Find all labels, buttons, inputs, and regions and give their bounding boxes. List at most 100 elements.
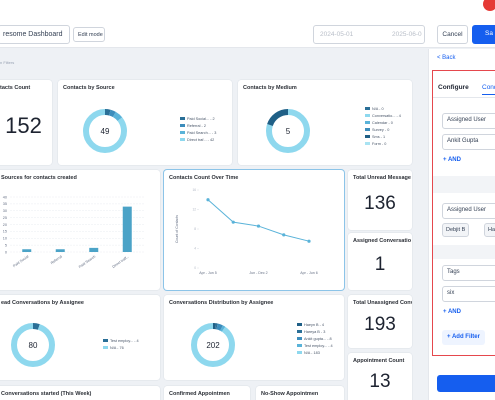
card: Assigned Conversatio 1 [348, 233, 412, 290]
legend-label: Direct traf... - 42 [187, 138, 214, 142]
back-link[interactable]: < Back [437, 55, 456, 61]
card: Total Unassigned Conv 193 [348, 295, 412, 348]
group-gap [433, 245, 495, 259]
y-tick-label: 0 [194, 266, 196, 270]
card: tacts Count 152 [0, 80, 52, 165]
y-axis-label: Count of Contacts [175, 215, 179, 243]
filter-field[interactable]: Assigned User [442, 113, 495, 129]
card-title: Contacts Count Over Time [169, 175, 239, 181]
card-title: Conversations started (This Week) [1, 391, 92, 397]
tab-configure[interactable]: Configure [438, 84, 469, 91]
card-title: Confirmed Appointmen [169, 391, 230, 397]
legend-label: Test employ... - 4 [304, 344, 333, 348]
legend-swatch [297, 344, 302, 347]
bar [22, 249, 32, 252]
notification-dot [483, 0, 495, 11]
bar [122, 206, 132, 252]
legend-swatch [365, 135, 370, 138]
filter-value[interactable]: six [442, 286, 495, 302]
card: Contacts by Source 49 Paid Social... - 2 Re… [58, 80, 232, 165]
donut-total: 80 [29, 341, 38, 350]
filter-value[interactable]: Ankit Gupta [442, 134, 495, 150]
card-title: Contacts by Source [63, 85, 115, 91]
legend-label: Form - 0 [372, 142, 386, 146]
y-tick-label: 15 [3, 230, 7, 234]
card-title: ead Conversations by Assignee [1, 300, 84, 306]
line-point [307, 239, 311, 243]
legend-label: N/A - 76 [110, 346, 124, 350]
config-box [432, 70, 495, 356]
group-gap [433, 176, 495, 193]
x-tick-label: Apr - Jun 6 [300, 271, 318, 275]
end-date: 2025-06-0 [392, 31, 422, 38]
legend-label: Haeyn B - 4 [304, 323, 324, 327]
card-chart: 202 Haeyn B - 4 Hareya B - 3 Ankit gupta...… [191, 323, 333, 367]
filter-field[interactable]: Assigned User [442, 203, 495, 219]
y-tick-label: 10 [3, 237, 7, 241]
legend-swatch [180, 117, 185, 120]
legend-label: Calendar - 0 [372, 121, 393, 125]
title-input[interactable]: resome Dashboard [0, 25, 70, 44]
card: No-Show Appointmen [256, 386, 344, 400]
card-title: Contacts by Medium [243, 85, 297, 91]
card-title: No-Show Appointmen [261, 391, 319, 397]
legend-swatch [365, 114, 370, 117]
legend-label: Referral - 2 [187, 124, 206, 128]
card-title: Appointment Count [353, 358, 405, 364]
legend-swatch [297, 330, 302, 333]
legend-swatch [180, 138, 185, 141]
bar [55, 249, 65, 252]
donut-segment [266, 109, 310, 153]
x-tick-label: Referral [50, 254, 63, 265]
y-tick-label: 25 [3, 216, 7, 220]
stat-value: 1 [374, 254, 386, 276]
legend-swatch [103, 339, 108, 342]
cancel-button[interactable]: Cancel [437, 25, 468, 44]
donut-total: 49 [101, 127, 110, 136]
filter-chip[interactable]: Debjit B [442, 223, 470, 237]
legend-swatch [297, 323, 302, 326]
date-range[interactable] [313, 25, 425, 44]
edit-mode-button[interactable]: Edit mode [73, 27, 105, 42]
x-tick-label: Paid Search [78, 255, 96, 270]
card: Appointment Count 13 [348, 353, 412, 400]
add-filter-button[interactable]: + Add Filter [442, 330, 485, 345]
legend-label: Test employ... - 4 [110, 339, 139, 343]
legend-label: Hareya B - 3 [304, 330, 325, 334]
card-chart: 0 4 8 12 16 Count of Contacts Apr - Jun 5 Jun -… [175, 188, 318, 275]
and-button[interactable]: + AND [443, 157, 461, 163]
legend-swatch [365, 128, 370, 131]
donut-segment [191, 323, 235, 367]
legend-label: Ankit gupta... - 8 [304, 337, 332, 341]
tab-divider [433, 97, 495, 98]
y-tick-label: 8 [194, 227, 196, 231]
card-chart: 0 5 10 15 20 25 30 35 40 Paid Social Referral Paid … [3, 195, 144, 270]
stat-value: 13 [369, 370, 391, 392]
legend-swatch [297, 351, 302, 354]
filters-link[interactable]: n Filters [0, 60, 15, 65]
apply-button[interactable] [437, 375, 495, 392]
legend-label: Survey - 0 [372, 128, 389, 132]
line-point [282, 233, 286, 237]
legend-swatch [180, 124, 185, 127]
save-button[interactable]: Sa [472, 25, 495, 44]
x-tick-label: Paid Social [12, 254, 29, 268]
stat-value: 152 [5, 113, 42, 139]
card: Contacts Count Over Time 0 4 8 12 16 Count of … [164, 170, 344, 290]
start-date: 2024-05-01 [320, 31, 354, 38]
card: Sources for contacts created 0 5 10 15 20 25 30… [0, 170, 160, 290]
legend-swatch [365, 107, 370, 110]
and-button[interactable]: + AND [443, 309, 461, 315]
filter-field[interactable]: Tags [442, 265, 495, 281]
legend-label: Sms - 1 [372, 135, 385, 139]
card-chart: 5 N/A - 0 Conversatio... - 4 Calendar - 0 Su… [266, 107, 401, 153]
legend-label: Conversatio... - 4 [372, 114, 401, 118]
line [207, 199, 310, 242]
legend-label: N/A - 183 [304, 351, 320, 355]
y-tick-label: 12 [192, 208, 196, 212]
stat-value: 136 [364, 192, 396, 214]
legend-swatch [365, 121, 370, 124]
tab-conditions[interactable]: Cond [482, 84, 495, 95]
legend-label: Paid Search... - 3 [187, 131, 216, 135]
filter-chip[interactable]: Ha [484, 223, 495, 237]
